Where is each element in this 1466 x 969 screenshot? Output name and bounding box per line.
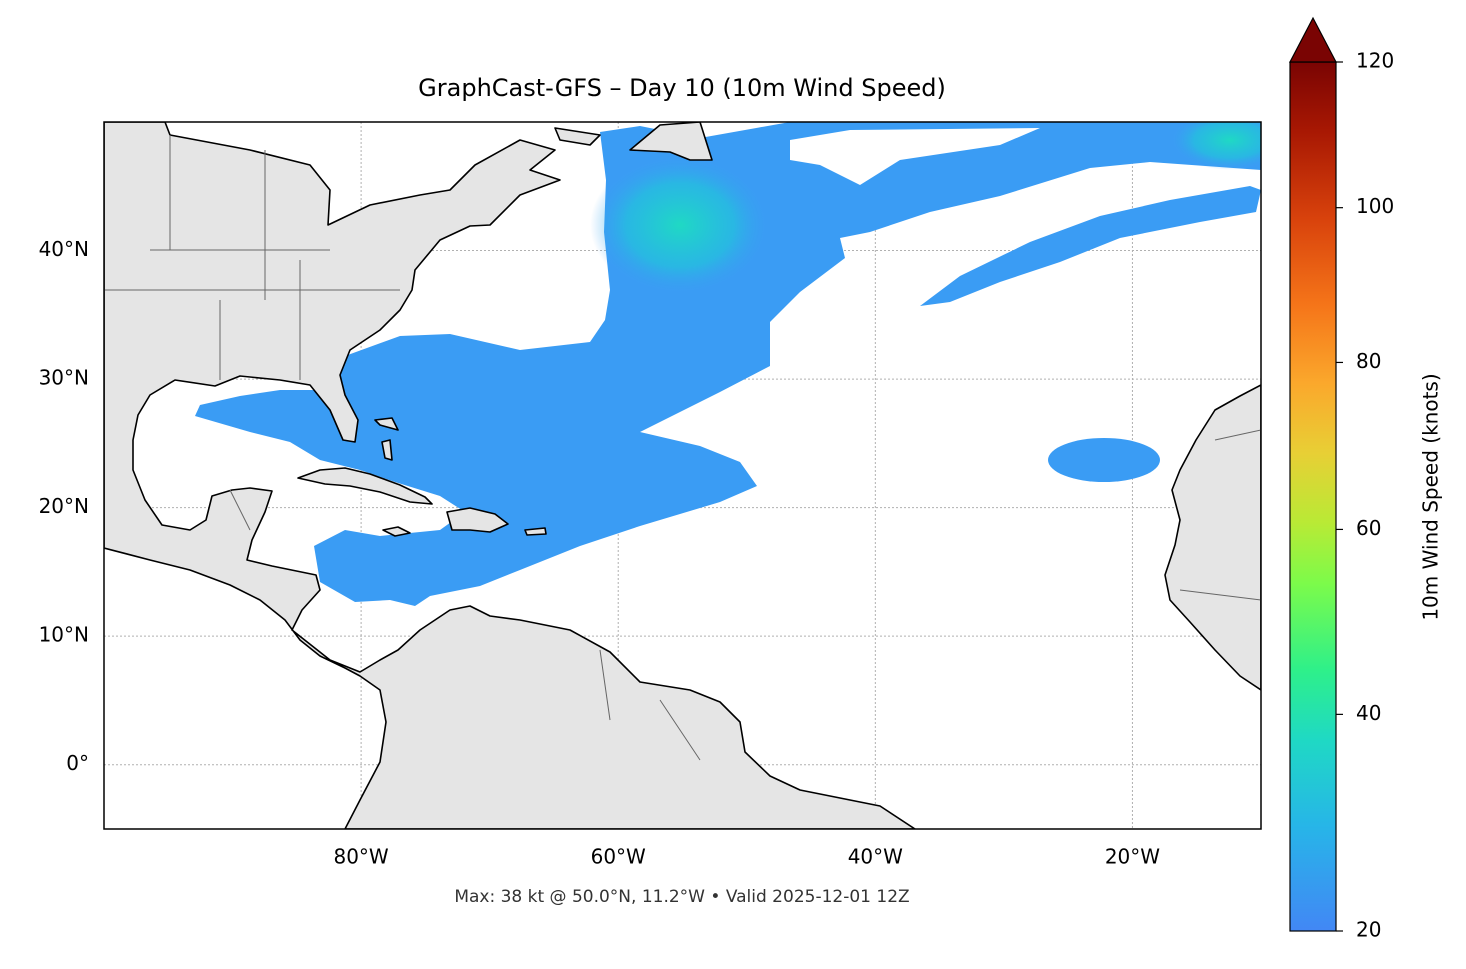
lon-tick-label: 80°W — [333, 845, 388, 869]
map-frame — [103, 121, 1262, 830]
colorbar-tick-label: 120 — [1356, 49, 1394, 73]
wind-field — [195, 122, 1261, 606]
map — [104, 122, 1261, 829]
lon-tick-label: 20°W — [1105, 845, 1160, 869]
lat-tick-label: 20°N — [39, 494, 89, 518]
map-title: GraphCast-GFS – Day 10 (10m Wind Speed) — [418, 74, 946, 102]
colorbar-label: 10m Wind Speed (knots) — [1419, 373, 1443, 620]
colorbar-tick-label: 60 — [1356, 516, 1381, 540]
colorbar-tick-label: 20 — [1356, 918, 1381, 942]
colorbar — [1289, 61, 1337, 932]
colorbar-tick-label: 80 — [1356, 349, 1381, 373]
footnote: Max: 38 kt @ 50.0°N, 11.2°W • Valid 2025… — [454, 887, 909, 907]
land — [104, 122, 1261, 829]
colorbar-tick-label: 100 — [1356, 194, 1394, 218]
lat-tick-label: 0° — [66, 751, 89, 775]
lat-tick-label: 10°N — [39, 623, 89, 647]
lat-tick-label: 40°N — [39, 237, 89, 261]
ticks: 80°W 60°W 40°W 20°W 0° 10°N 20°N 30°N 40°N 20 40 60… — [39, 49, 1395, 942]
lat-tick-label: 30°N — [39, 366, 89, 390]
colorbar-tick-label: 40 — [1356, 701, 1381, 725]
lon-tick-label: 40°W — [848, 845, 903, 869]
lon-tick-label: 60°W — [591, 845, 646, 869]
colorbar-extend — [1289, 16, 1337, 63]
